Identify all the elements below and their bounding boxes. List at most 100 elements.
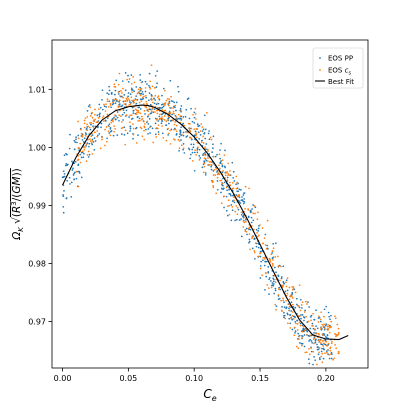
data-point — [318, 357, 321, 359]
data-point — [201, 139, 203, 142]
data-point — [200, 141, 203, 144]
data-point — [96, 135, 99, 138]
data-point — [240, 218, 242, 220]
data-point — [298, 306, 301, 309]
data-point — [88, 104, 91, 106]
data-point — [218, 172, 220, 174]
legend: EOS PP EOS cs Best Fit — [312, 47, 364, 89]
data-point — [264, 288, 266, 291]
data-point — [275, 305, 278, 308]
data-point — [132, 102, 135, 104]
data-point — [228, 213, 231, 216]
data-point — [263, 264, 266, 267]
data-point — [100, 122, 103, 125]
data-point — [309, 327, 312, 330]
data-point — [235, 205, 238, 207]
data-point — [156, 70, 159, 72]
data-point — [169, 111, 171, 114]
data-point — [143, 103, 145, 105]
data-point — [210, 168, 213, 171]
data-point — [332, 358, 335, 361]
data-point — [104, 110, 107, 112]
data-point — [193, 111, 196, 114]
data-point — [161, 120, 164, 122]
data-point — [88, 153, 91, 156]
data-point — [145, 96, 147, 99]
data-point — [287, 322, 289, 325]
data-point — [77, 147, 80, 149]
data-point — [157, 131, 160, 133]
data-point — [137, 134, 139, 136]
data-point — [113, 85, 116, 88]
data-point — [74, 160, 77, 163]
data-point — [90, 142, 93, 144]
data-point — [101, 136, 103, 139]
data-point — [84, 134, 87, 137]
data-point — [114, 114, 116, 116]
data-point — [291, 291, 294, 294]
data-point — [291, 328, 294, 331]
data-point — [320, 326, 323, 329]
data-point — [169, 129, 171, 132]
data-point — [252, 219, 255, 222]
data-point — [219, 149, 221, 151]
data-point — [74, 171, 76, 174]
data-point — [245, 227, 248, 230]
data-point — [73, 148, 76, 151]
data-point — [118, 99, 121, 102]
data-point — [152, 101, 154, 104]
data-point — [196, 151, 199, 154]
data-point — [178, 135, 181, 138]
data-point — [107, 93, 110, 96]
data-point — [299, 309, 302, 312]
data-point — [134, 108, 137, 111]
data-point — [138, 117, 141, 120]
data-point — [323, 342, 325, 345]
data-point — [326, 325, 329, 328]
data-point — [129, 127, 132, 130]
axis-ticks: 0.00 0.05 0.10 0.15 0.20 0.97 0.98 0.99 1.00 1.01 — [28, 85, 335, 383]
data-point — [162, 103, 164, 106]
data-point — [138, 91, 140, 94]
data-point — [68, 147, 71, 150]
data-point — [206, 111, 208, 114]
data-point — [302, 325, 305, 328]
data-point — [227, 174, 229, 176]
data-point — [102, 115, 105, 117]
data-point — [72, 167, 74, 170]
data-point — [164, 104, 166, 106]
data-point — [301, 337, 303, 339]
data-point — [124, 100, 126, 102]
data-point — [222, 188, 225, 190]
data-point — [236, 182, 239, 185]
data-point — [106, 137, 108, 140]
data-point — [175, 124, 178, 127]
data-point — [290, 294, 292, 296]
data-point — [294, 326, 296, 329]
data-point — [63, 154, 66, 157]
data-point — [317, 339, 320, 342]
data-point — [192, 159, 194, 162]
data-point — [138, 106, 140, 109]
data-point — [253, 237, 256, 240]
data-point — [116, 111, 119, 113]
data-point — [221, 182, 224, 185]
data-point — [157, 124, 160, 127]
data-point — [78, 172, 81, 174]
data-point — [156, 82, 158, 85]
data-point — [265, 247, 268, 250]
data-point — [139, 94, 142, 97]
data-point — [254, 212, 256, 215]
data-point — [209, 160, 212, 163]
data-point — [274, 303, 277, 306]
data-point — [299, 298, 302, 301]
data-point — [226, 170, 229, 173]
data-point — [308, 353, 311, 356]
data-point — [178, 140, 181, 142]
data-point — [160, 122, 163, 125]
data-point — [121, 104, 124, 107]
data-point — [273, 266, 276, 269]
data-point — [162, 118, 164, 120]
data-point — [173, 112, 175, 115]
data-point — [79, 142, 82, 145]
